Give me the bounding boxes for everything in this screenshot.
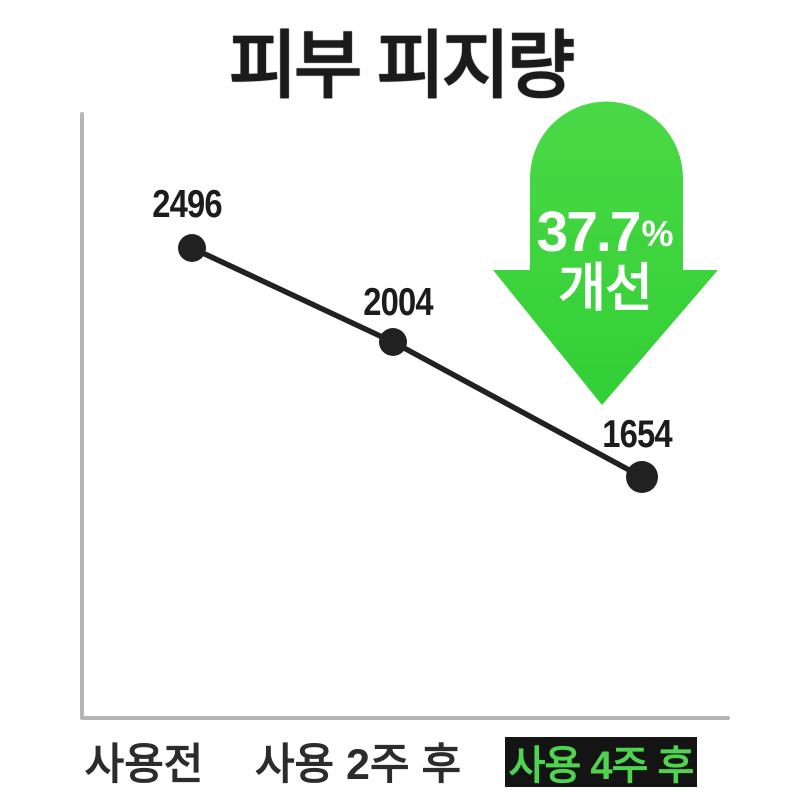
data-label-week2: 2004 [363,281,433,324]
improvement-percent-number: 37.7 [536,200,642,264]
improvement-down-arrow-icon [493,101,718,406]
data-label-before: 2496 [152,183,222,226]
series-segment-1 [190,245,395,345]
data-point-before [178,234,206,262]
y-axis-line [80,112,84,718]
improvement-label: 개선 [558,260,653,318]
improvement-annotation: 37.7% 개선 [488,204,722,318]
data-point-week4 [626,461,658,493]
page-title: 피부 피지량 [229,24,575,107]
x-axis-label-week2: 사용 2주 후 [254,741,462,789]
x-axis-label-week4-badge: 사용 4주 후 [505,737,697,788]
x-axis-line [80,716,730,720]
data-label-week4: 1654 [602,413,672,456]
data-point-week2 [379,328,407,356]
x-axis-label-before: 사용전 [84,741,204,789]
series-segment-2 [391,339,644,480]
improvement-percent: 37.7% [488,204,722,261]
improvement-percent-sign: % [641,213,674,254]
x-axis-label-week4: 사용 4주 후 [508,744,695,788]
